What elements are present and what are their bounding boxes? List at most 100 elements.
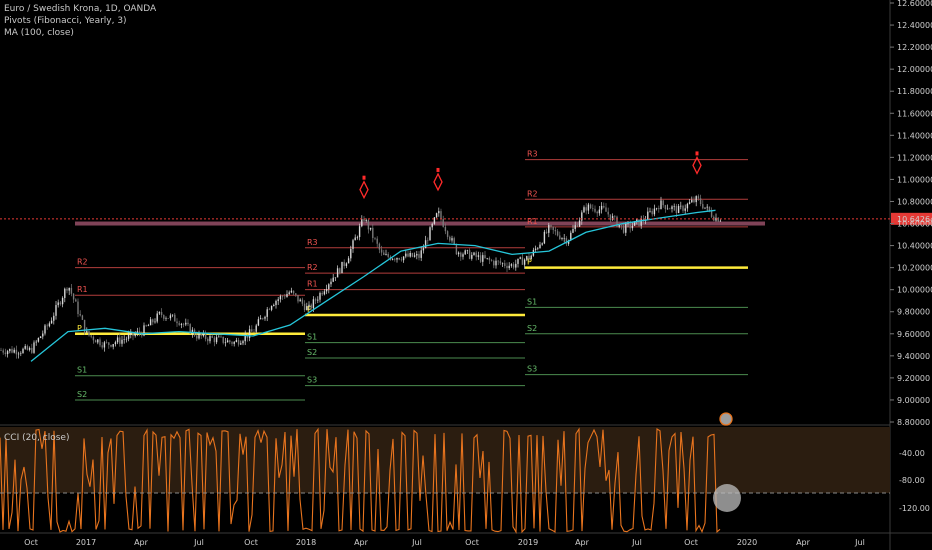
pivot-label-2018-r1: R1 [307,280,318,289]
candle-body [501,263,504,264]
candle-body [662,200,664,206]
price-tick-5: 11.60000 [897,109,932,118]
candle-body [119,337,121,344]
legend-ma[interactable]: MA (100, close) [4,28,74,38]
candle-body [68,287,70,291]
candle-body [400,259,403,261]
candle-body [101,345,103,348]
price-tick-14: 9.80000 [897,308,930,317]
candle-body [224,342,227,343]
cci-tick-0: -40.00 [899,449,925,458]
candle-body [631,225,634,229]
candle-body [61,297,64,305]
candle-body [704,207,706,209]
candle-body [79,314,81,316]
price-tick-13: 10.00000 [897,286,932,295]
candle-body [255,325,257,332]
candle-body [286,294,288,298]
candle-body [288,292,290,295]
price-tick-10: 10.60000 [897,220,932,229]
candle-body [594,208,596,212]
pivot-label-2018-p: P [307,305,312,314]
candle-body [83,319,86,333]
candle-body [244,334,246,342]
candle-body [598,209,601,214]
price-tick-8: 11.00000 [897,175,932,184]
candle-body [688,202,691,204]
time-tick-0: Oct [24,538,38,547]
candle-body [475,252,477,257]
candle-body [636,219,638,222]
candle-body [561,238,563,239]
candle-body [0,350,2,351]
cci-tick-1: -80.00 [899,476,925,485]
candle-body [2,350,4,353]
candle-body [605,207,607,212]
price-tick-1: 12.40000 [897,21,932,30]
candle-body [660,200,662,210]
pivot-label-2018-s3: S3 [307,376,317,385]
candle-body [444,226,447,232]
candle-body [471,254,473,259]
candle-body [486,257,488,259]
candle-body [376,238,378,244]
candle-body [618,225,620,227]
cci-legend[interactable]: CCI (20, close) [4,433,70,443]
candle-body [277,299,279,302]
candle-body [189,324,191,334]
price-tick-6: 11.40000 [897,131,932,140]
legend-symbol[interactable]: Euro / Swedish Krona, 1D, OANDA [4,4,157,14]
candle-body [343,261,345,267]
candle-body [706,206,708,208]
candle-body [523,259,526,265]
candle-body [473,252,475,255]
candle-body [143,325,145,336]
candle-body [325,289,328,292]
candle-body [268,309,271,310]
candle-body [699,198,702,205]
candle-body [215,337,218,343]
pivot-label-2018-r2: R2 [307,263,318,272]
candle-body [418,254,420,258]
candle-body [176,321,178,324]
candle-body [462,254,464,257]
candle-body [297,295,299,302]
candle-body [200,333,202,336]
candle-body [477,255,480,257]
top-marker-1 [359,180,369,200]
legend-pivots[interactable]: Pivots (Fibonacci, Yearly, 3) [4,16,127,26]
candle-body [609,214,612,221]
candle-body [416,254,418,256]
candle-body [365,219,367,221]
candle-body [587,204,590,211]
price-candles [0,194,722,359]
candle-body [686,203,689,209]
candle-body [209,336,211,342]
candle-body [4,352,7,355]
candle-body [358,226,361,238]
candle-body [334,277,337,278]
candle-body [198,333,200,339]
candle-body [378,243,381,250]
time-tick-2: Apr [134,538,149,547]
candle-body [543,231,546,244]
candle-body [152,319,154,323]
candle-body [530,255,532,260]
candle-body [13,349,15,353]
candle-body [464,250,466,255]
candle-body [187,322,189,325]
candle-body [675,206,678,214]
candle-body [508,265,510,269]
candle-body [446,231,449,237]
candle-body [57,302,59,306]
candle-body [482,255,484,262]
candle-body [625,223,627,233]
candle-body [380,249,383,253]
candle-body [583,207,585,213]
pivot-label-2019-s3: S3 [527,365,537,374]
candle-body [453,238,455,244]
candle-body [132,331,134,336]
time-tick-15: Jul [854,538,865,547]
candle-body [528,256,530,260]
